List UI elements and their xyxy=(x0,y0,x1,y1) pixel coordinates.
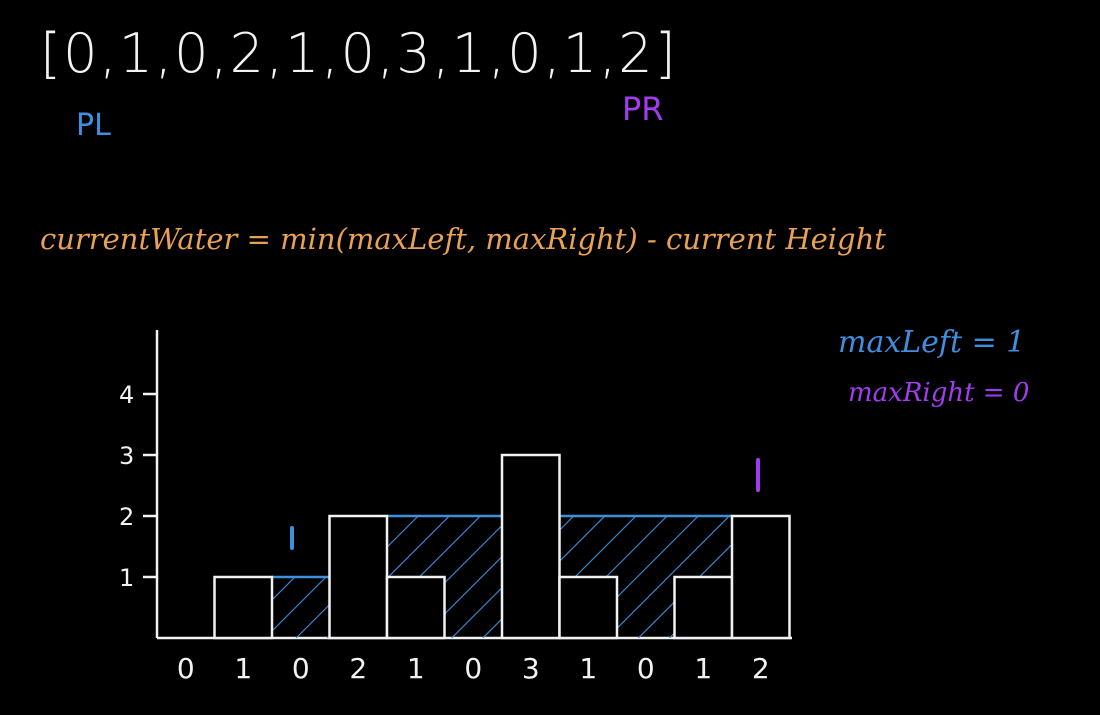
max-right-value: maxRight = 0 xyxy=(848,378,1030,408)
heights-array: [0,1,0,2,1,0,3,1,0,1,2] xyxy=(40,22,678,85)
water-cell xyxy=(559,516,617,577)
bar xyxy=(673,575,734,640)
bar xyxy=(730,514,791,640)
x-label: 0 xyxy=(177,652,195,685)
pointer-right-label: PR xyxy=(622,90,664,128)
x-label: 2 xyxy=(752,652,770,685)
bar xyxy=(558,575,619,640)
water-cell xyxy=(617,516,675,638)
x-label: 1 xyxy=(407,652,425,685)
x-label: 0 xyxy=(637,652,655,685)
y-tick-label: 2 xyxy=(119,503,134,531)
x-labels-layer: 0 1 0 2 1 0 3 1 0 1 2 xyxy=(177,652,770,685)
x-label: 0 xyxy=(464,652,482,685)
x-label: 3 xyxy=(522,652,540,685)
x-label: 2 xyxy=(349,652,367,685)
y-tick-label: 1 xyxy=(119,564,134,592)
x-label: 0 xyxy=(292,652,310,685)
y-ticks-layer: 1 2 3 4 xyxy=(119,381,157,592)
bar xyxy=(328,514,389,640)
water-cell xyxy=(444,516,502,638)
water-formula: currentWater = min(maxLeft, maxRight) - … xyxy=(40,222,886,256)
y-tick-label: 4 xyxy=(119,381,134,409)
pointer-markers xyxy=(290,458,760,550)
water-layer xyxy=(272,514,732,638)
x-label: 1 xyxy=(694,652,712,685)
y-tick-label: 3 xyxy=(119,442,134,470)
water-cell xyxy=(674,516,732,577)
water-cell xyxy=(387,516,445,577)
pointer-left-label: PL xyxy=(76,108,111,143)
bar xyxy=(500,453,561,640)
max-left-value: maxLeft = 1 xyxy=(838,325,1026,360)
x-label: 1 xyxy=(579,652,597,685)
bar xyxy=(385,575,446,640)
water-cell xyxy=(272,577,330,638)
bar xyxy=(213,575,274,640)
x-label: 1 xyxy=(234,652,252,685)
bars-layer xyxy=(213,453,791,640)
